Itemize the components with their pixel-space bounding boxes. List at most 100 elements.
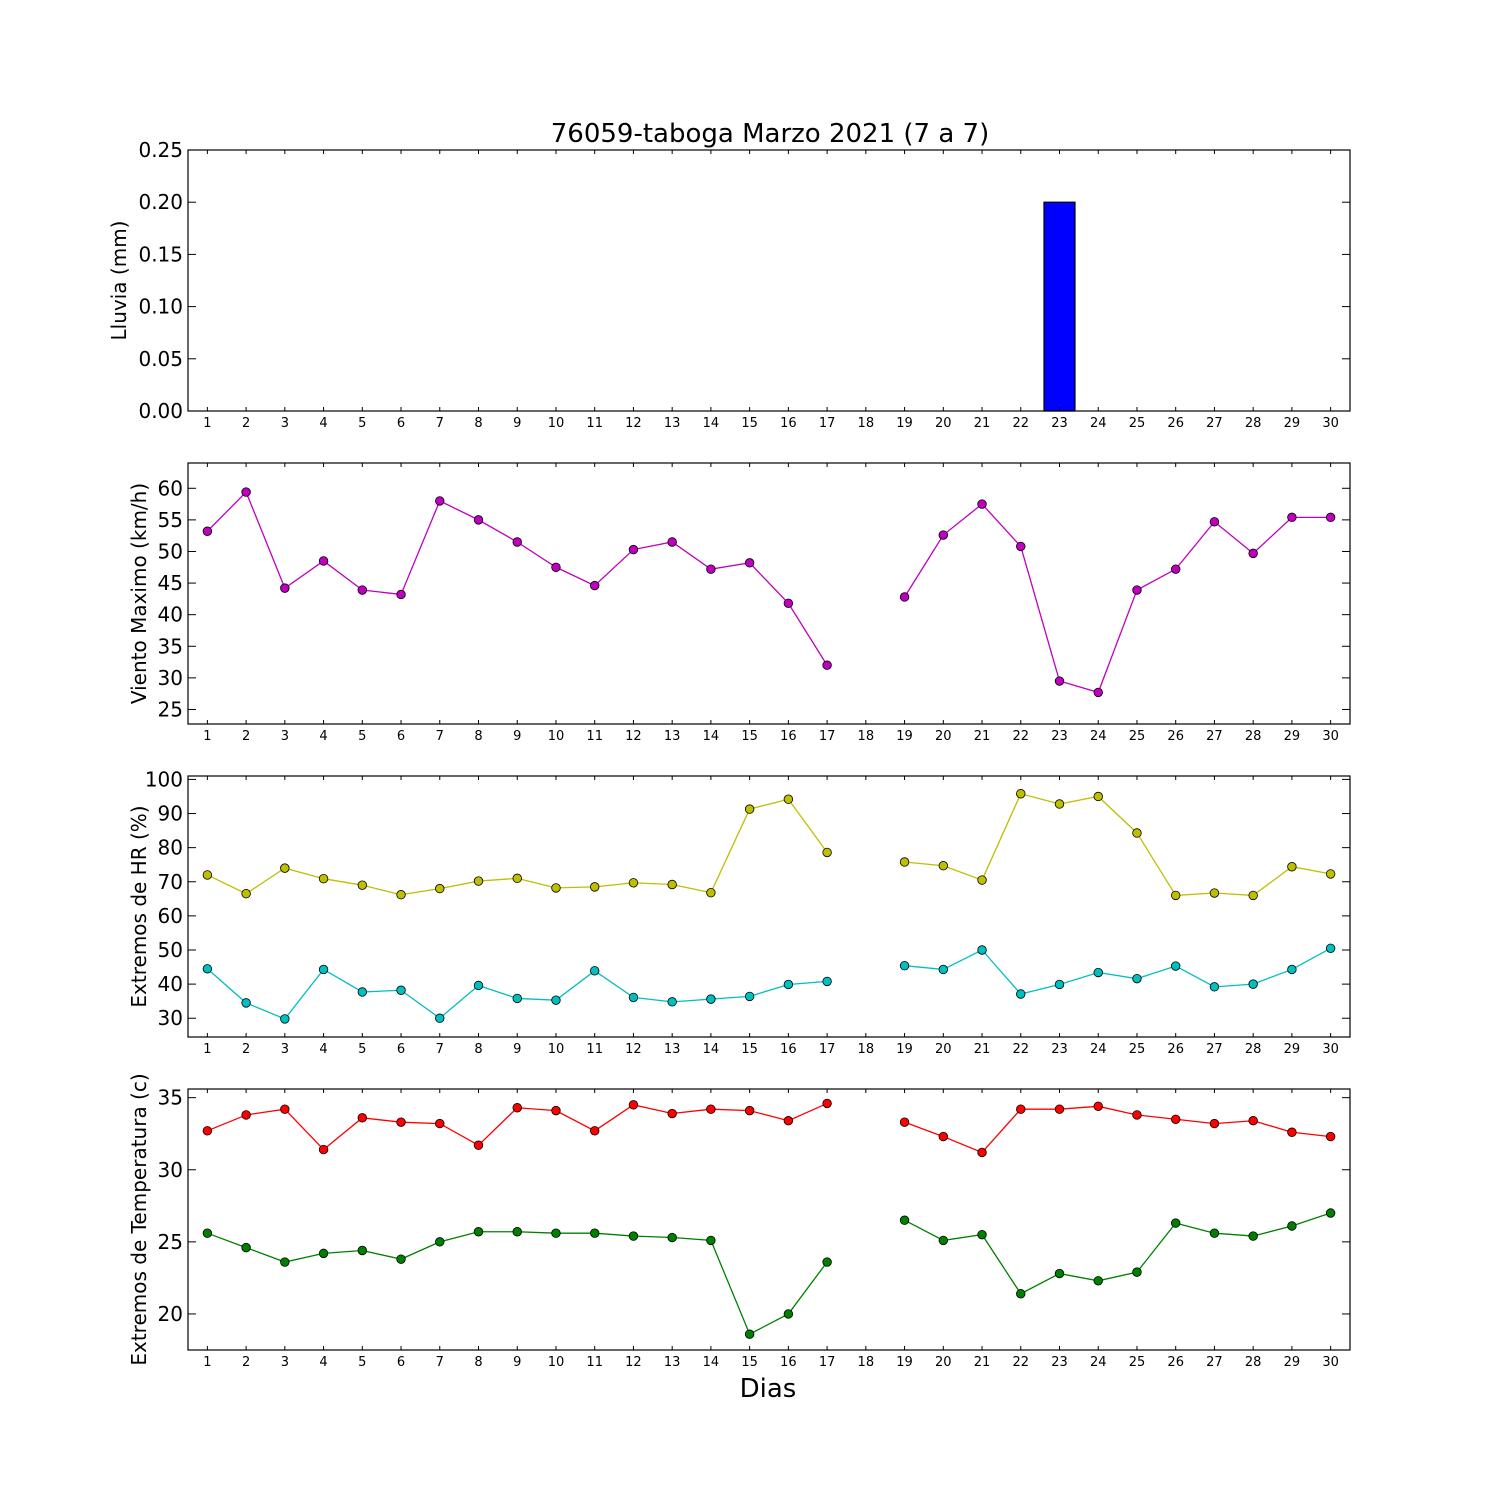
x-tick-label: 24 xyxy=(1090,1355,1107,1370)
x-tick-label: 1 xyxy=(203,729,211,744)
series-1-point-26 xyxy=(1170,1114,1181,1124)
series-2-point-7 xyxy=(435,1013,445,1023)
series-1-point-5 xyxy=(357,1113,368,1123)
y-tick-label: 60 xyxy=(158,476,183,500)
x-tick-label: 16 xyxy=(780,1042,797,1057)
x-tick-label: 14 xyxy=(703,1042,720,1057)
series-2-point-24 xyxy=(1093,967,1103,978)
x-tick-label: 16 xyxy=(780,416,797,431)
series-2-point-27 xyxy=(1209,1228,1220,1238)
x-tick-label: 18 xyxy=(858,729,875,744)
series-2-point-9 xyxy=(512,1227,522,1237)
series-1-point-17 xyxy=(822,660,832,670)
series-1-point-3 xyxy=(280,583,290,593)
x-tick-label: 12 xyxy=(625,416,642,431)
series-1-point-5 xyxy=(357,880,368,890)
x-tick-label: 25 xyxy=(1129,1355,1146,1370)
series-1-point-26 xyxy=(1170,564,1181,574)
series-1-point-4 xyxy=(318,873,329,884)
x-tick-label: 26 xyxy=(1167,729,1184,744)
series-1-point-21 xyxy=(977,875,987,885)
x-tick-label: 23 xyxy=(1051,1042,1068,1057)
x-tick-label: 25 xyxy=(1129,1042,1146,1057)
series-1-point-14 xyxy=(706,564,716,574)
series-2-point-13 xyxy=(667,1232,677,1243)
x-tick-label: 8 xyxy=(474,1355,482,1370)
x-tick-label: 15 xyxy=(741,416,758,431)
y-tick-label: 100 xyxy=(145,767,183,791)
y-tick-label: 40 xyxy=(158,972,183,996)
series-2-point-21 xyxy=(977,1229,987,1240)
series-1-point-15 xyxy=(744,558,755,568)
series-1-point-22 xyxy=(1016,789,1026,799)
x-tick-label: 10 xyxy=(548,416,565,431)
x-tick-label: 2 xyxy=(242,1355,250,1370)
series-2-point-5 xyxy=(357,987,368,997)
x-tick-label: 25 xyxy=(1129,416,1146,431)
x-tick-label: 17 xyxy=(819,1042,836,1057)
x-tick-label: 13 xyxy=(664,729,681,744)
x-tick-label: 30 xyxy=(1322,1042,1339,1057)
x-tick-label: 23 xyxy=(1051,416,1068,431)
x-tick-label: 20 xyxy=(935,1042,952,1057)
series-2-point-8 xyxy=(473,980,484,991)
series-1-point-14 xyxy=(706,1104,716,1114)
series-1-point-23 xyxy=(1054,1104,1065,1114)
series-2-point-30 xyxy=(1325,1208,1336,1218)
series-1-point-27 xyxy=(1209,888,1220,898)
series-1-line-2 xyxy=(904,503,1331,694)
x-tick-label: 7 xyxy=(436,416,444,431)
x-tick-label: 11 xyxy=(586,416,603,431)
x-axis-label: Dias xyxy=(740,1374,797,1404)
series-2-point-29 xyxy=(1287,1221,1297,1231)
y-tick-label: 60 xyxy=(158,904,183,928)
x-tick-label: 26 xyxy=(1167,1042,1184,1057)
x-tick-label: 5 xyxy=(358,416,366,431)
series-1-point-4 xyxy=(318,1144,329,1155)
series-2-point-28 xyxy=(1248,979,1258,989)
x-tick-label: 7 xyxy=(436,729,444,744)
x-tick-label: 22 xyxy=(1012,416,1029,431)
x-tick-label: 3 xyxy=(281,1042,289,1057)
series-1-point-6 xyxy=(396,1117,406,1127)
series-1-point-25 xyxy=(1132,1110,1142,1120)
chart-title: 76059-taboga Marzo 2021 (7 a 7) xyxy=(551,119,989,149)
x-tick-label: 21 xyxy=(974,416,991,431)
x-tick-label: 11 xyxy=(586,729,603,744)
y-tick-label: 30 xyxy=(158,1158,183,1182)
plot-frame xyxy=(187,1088,1351,1351)
x-tick-label: 13 xyxy=(664,1355,681,1370)
series-2-point-4 xyxy=(318,1248,329,1259)
x-tick-label: 15 xyxy=(741,1042,758,1057)
y-axis-label: Viento Maximo (km/h) xyxy=(127,483,151,704)
x-tick-label: 28 xyxy=(1245,1355,1262,1370)
series-2-point-22 xyxy=(1016,989,1026,999)
series-1-point-16 xyxy=(783,1116,794,1126)
subplot-1: 1 2 3 4 5 6 7 8 9 10 11 12 13 14 15 16 17 18 19 20 21 22 23 24 2… xyxy=(107,138,1351,431)
x-tick-label: 23 xyxy=(1051,1355,1068,1370)
series-1-point-16 xyxy=(783,794,794,804)
x-tick-label: 10 xyxy=(548,729,565,744)
x-tick-label: 6 xyxy=(397,1042,405,1057)
series-1-point-30 xyxy=(1325,512,1336,523)
x-tick-label: 19 xyxy=(896,1042,913,1057)
x-tick-label: 18 xyxy=(858,416,875,431)
x-tick-label: 9 xyxy=(513,1355,521,1370)
subplot-3: 1 2 3 4 5 6 7 8 9 10 11 12 13 14 15 16 17 18 19 20 21 22 23 24 2… xyxy=(127,767,1351,1057)
series-2-point-6 xyxy=(396,1254,406,1264)
x-tick-label: 1 xyxy=(203,1355,211,1370)
x-tick-label: 13 xyxy=(664,416,681,431)
x-tick-label: 20 xyxy=(935,1355,952,1370)
series-2-point-24 xyxy=(1093,1276,1103,1286)
series-2-point-12 xyxy=(628,992,639,1003)
x-tick-label: 9 xyxy=(513,1042,521,1057)
x-tick-label: 29 xyxy=(1284,1042,1301,1057)
series-2-point-23 xyxy=(1054,979,1065,990)
series-1-point-15 xyxy=(744,804,755,814)
x-tick-label: 10 xyxy=(548,1042,565,1057)
x-tick-label: 8 xyxy=(474,729,482,744)
series-1-point-8 xyxy=(473,515,484,525)
series-2-point-20 xyxy=(938,964,949,975)
series-2-point-10 xyxy=(551,1228,561,1238)
x-tick-label: 5 xyxy=(358,1042,366,1057)
